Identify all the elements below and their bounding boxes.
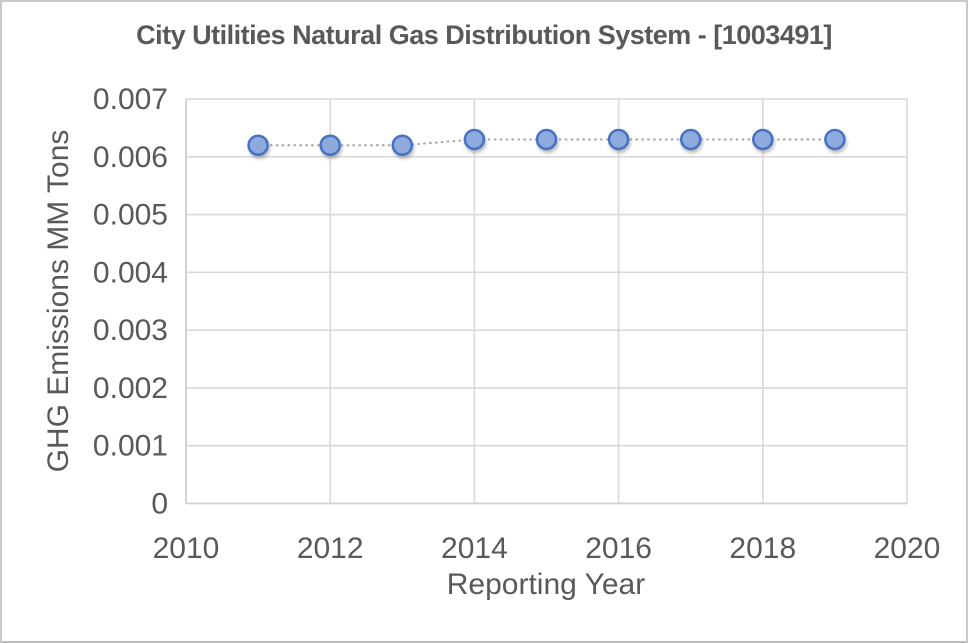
y-tick-label: 0.004 [93,256,168,289]
data-point [463,128,486,151]
data-point [679,128,702,151]
data-point [247,134,269,156]
x-tick-label: 2016 [585,532,652,565]
y-tick-label: 0 [151,488,168,521]
x-tick-label: 2018 [729,532,796,565]
x-tick-label: 2010 [153,532,220,565]
chart-title: City Utilities Natural Gas Distribution … [136,20,832,50]
y-tick-label: 0.001 [93,430,168,463]
data-point [752,128,774,151]
data-point [319,134,341,156]
y-tick-label: 0.007 [93,83,168,116]
data-point [391,134,414,156]
y-tick-label: 0.002 [93,372,168,405]
x-tick-label: 2012 [297,532,364,565]
y-tick-label: 0.005 [93,199,168,232]
x-tick-label: 2020 [874,532,941,565]
data-point [535,128,558,151]
x-tick-label: 2014 [441,532,508,565]
data-point [607,128,630,151]
y-tick-label: 0.003 [93,314,168,347]
series-line [258,138,835,147]
data-point [824,128,846,151]
x-axis-title: Reporting Year [446,568,646,601]
y-tick-label: 0.006 [93,141,168,174]
